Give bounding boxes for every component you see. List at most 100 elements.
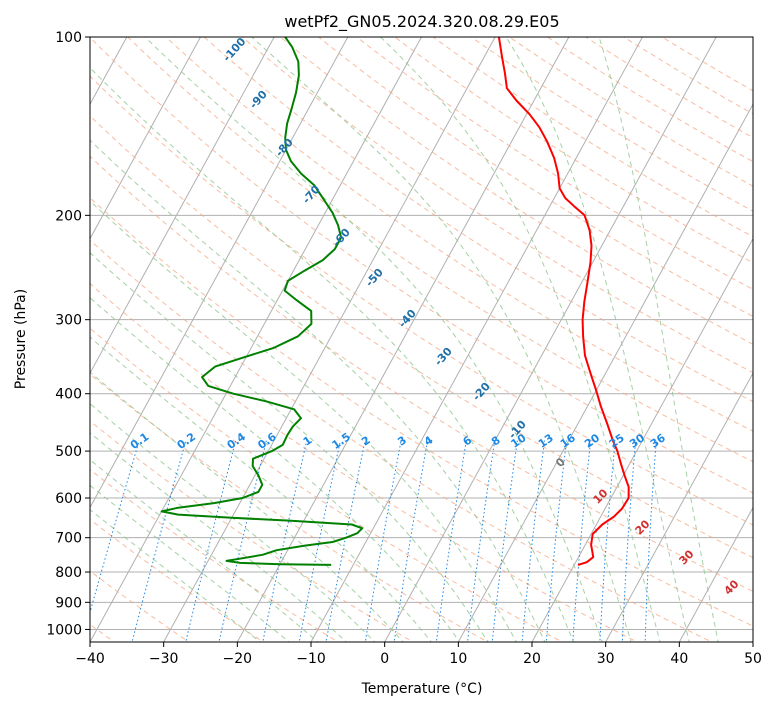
y-tick-label: 900 <box>55 595 82 611</box>
dewpoint-line <box>160 37 364 566</box>
y-tick-label: 400 <box>55 387 82 403</box>
plot-area: 0.1 0.2 0.4 0.6 1 1.5 2 3 4 6 8 10 13 16 20 25 30 36-100-… <box>90 37 753 642</box>
mixing-ratio-line <box>572 440 592 642</box>
mixing-ratio-line <box>325 440 366 642</box>
dry-adiabat-line <box>203 37 753 403</box>
isotherm-line <box>752 640 753 642</box>
moist-adiabat-line <box>90 139 546 642</box>
y-tick-label: 800 <box>55 565 82 581</box>
chart-title: wetPf2_GN05.2024.320.08.29.E05 <box>284 12 559 32</box>
mixing-ratio-label: 13 <box>536 431 556 450</box>
moist-adiabat-line <box>90 297 461 642</box>
x-tick-label: 0 <box>380 651 389 667</box>
isotherm-line <box>457 103 753 642</box>
mixing-ratio-label: 30 <box>627 431 647 451</box>
x-tick-label: 50 <box>744 651 762 667</box>
y-tick-label: 600 <box>55 491 82 507</box>
moist-adiabat-line <box>90 484 290 642</box>
profile-series <box>160 37 630 566</box>
isotherm-line <box>605 372 753 642</box>
isotherm-line <box>90 37 275 375</box>
mixing-ratio-line <box>393 440 429 642</box>
x-tick-label: 10 <box>449 651 467 667</box>
moist-adiabat-line <box>90 371 404 642</box>
x-axis-ticks: −40 −30 −20 −10 0 10 20 30 40 50 <box>75 642 762 667</box>
moist-adiabat-line <box>90 252 489 642</box>
mixing-ratio-line <box>364 440 402 642</box>
moist-adiabat-line <box>90 459 319 642</box>
dry-adiabat-line <box>90 570 190 642</box>
mixing-ratio-lines <box>90 440 657 642</box>
mixing-ratio-label: 1 <box>301 434 315 449</box>
mixing-ratio-line <box>466 440 496 642</box>
mixing-ratio-line <box>298 440 341 642</box>
x-tick-label: −40 <box>75 651 105 667</box>
isotherm-line <box>531 237 753 642</box>
isotherm-line <box>678 506 753 642</box>
moist-adiabat-line <box>90 403 376 642</box>
mixing-ratio-line <box>218 440 267 642</box>
moist-adiabat-lines <box>90 37 719 642</box>
mixing-ratio-line <box>545 440 568 642</box>
mixing-ratio-label: 0.1 <box>128 430 151 452</box>
temperature-line <box>497 37 630 566</box>
line-labels: 0.1 0.2 0.4 0.6 1 1.5 2 3 4 6 8 10 13 16 20 25 30 36-100-… <box>128 37 742 598</box>
dry-adiabat-line <box>90 373 489 642</box>
y-tick-label: 500 <box>55 444 82 460</box>
dry-adiabat-line <box>241 37 753 374</box>
dry-adiabat-label: -70 <box>300 183 323 207</box>
x-tick-label: 30 <box>597 651 615 667</box>
x-tick-label: −10 <box>296 651 326 667</box>
dry-adiabat-label: -40 <box>396 307 419 331</box>
dry-adiabat-line <box>90 420 414 642</box>
moist-adiabat-line <box>251 37 632 642</box>
dry-adiabat-label: -90 <box>247 88 270 112</box>
mixing-ratio-label: 3 <box>395 434 409 449</box>
moist-adiabat-line <box>90 200 518 642</box>
mixing-ratio-label: 8 <box>489 434 503 449</box>
grid-lines <box>90 37 753 630</box>
mixing-ratio-label: 20 <box>582 431 602 451</box>
mixing-ratio-label: 4 <box>422 433 436 448</box>
mixing-ratio-line <box>491 440 518 642</box>
dry-adiabat-line <box>279 37 753 345</box>
moist-adiabat-line <box>380 37 661 642</box>
x-tick-label: 20 <box>523 651 541 667</box>
y-axis-ticks: 100 200 300 400 500 600 700 800 900 1000 <box>46 30 90 638</box>
mixing-ratio-line <box>185 440 237 642</box>
moist-adiabat-label: 30 <box>677 547 697 567</box>
dry-adiabat-label: -20 <box>470 380 493 404</box>
y-tick-label: 300 <box>55 313 82 329</box>
mixing-ratio-line <box>131 440 187 642</box>
y-axis-label: Pressure (hPa) <box>13 289 29 389</box>
x-tick-label: −30 <box>149 651 179 667</box>
mixing-ratio-line <box>521 440 546 642</box>
dry-adiabat-line <box>661 37 753 92</box>
mixing-ratio-line <box>435 440 467 642</box>
mixing-ratio-line <box>644 440 657 642</box>
moist-adiabat-line <box>90 432 348 642</box>
mixing-ratio-label: 1.5 <box>330 430 353 452</box>
dry-adiabat-line <box>317 37 753 318</box>
mixing-ratio-line <box>90 440 140 615</box>
dry-adiabat-line <box>355 37 753 290</box>
dry-adiabat-lines <box>90 37 753 642</box>
x-tick-label: −20 <box>223 651 253 667</box>
dry-adiabat-line <box>394 37 753 264</box>
isotherm-lines <box>90 37 753 642</box>
dry-adiabat-line <box>90 37 753 494</box>
moist-adiabat-line <box>598 37 719 642</box>
y-tick-label: 100 <box>55 30 82 46</box>
dry-adiabat-line <box>90 518 265 642</box>
mixing-ratio-line <box>262 440 308 642</box>
x-axis-label: Temperature (°C) <box>361 681 483 697</box>
dry-adiabat-line <box>546 37 753 163</box>
mixing-ratio-label: 0.2 <box>175 430 198 452</box>
dry-adiabat-line <box>127 37 753 463</box>
moist-adiabat-label: 20 <box>633 517 653 537</box>
isotherm-line <box>90 37 201 240</box>
dry-adiabat-line <box>90 115 753 559</box>
isotherm-line <box>163 37 496 642</box>
dry-adiabat-label: -50 <box>363 266 386 290</box>
